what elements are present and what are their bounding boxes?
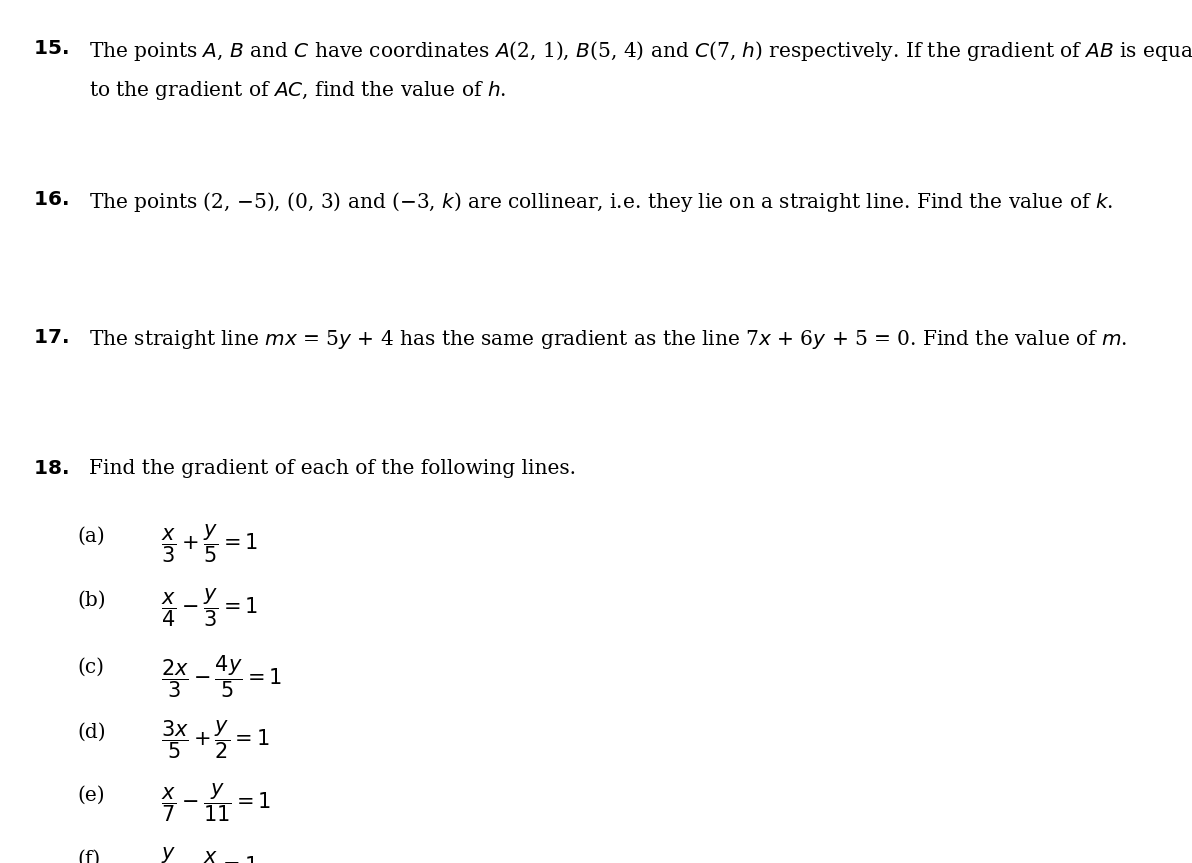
Text: $\mathbf{17.}$: $\mathbf{17.}$ bbox=[33, 328, 69, 347]
Text: (d): (d) bbox=[77, 722, 106, 741]
Text: $\mathbf{15.}$: $\mathbf{15.}$ bbox=[33, 39, 69, 58]
Text: The straight line $mx$ = 5$y$ + 4 has the same gradient as the line 7$x$ + 6$y$ : The straight line $mx$ = 5$y$ + 4 has th… bbox=[89, 328, 1128, 351]
Text: The points (2, $-$5), (0, 3) and ($-$3, $k$) are collinear, i.e. they lie on a s: The points (2, $-$5), (0, 3) and ($-$3, … bbox=[89, 190, 1113, 214]
Text: (e): (e) bbox=[77, 785, 105, 804]
Text: (a): (a) bbox=[77, 526, 105, 545]
Text: $\dfrac{x}{4}-\dfrac{y}{3}=1$: $\dfrac{x}{4}-\dfrac{y}{3}=1$ bbox=[161, 587, 257, 629]
Text: Find the gradient of each of the following lines.: Find the gradient of each of the followi… bbox=[89, 459, 577, 478]
Text: (c): (c) bbox=[77, 658, 105, 677]
Text: $\dfrac{3x}{5}+\dfrac{y}{2}=1$: $\dfrac{3x}{5}+\dfrac{y}{2}=1$ bbox=[161, 718, 269, 760]
Text: $\mathbf{18.}$: $\mathbf{18.}$ bbox=[33, 459, 69, 478]
Text: $\dfrac{y}{2}-\dfrac{x}{5}=1$: $\dfrac{y}{2}-\dfrac{x}{5}=1$ bbox=[161, 846, 257, 863]
Text: (b): (b) bbox=[77, 591, 106, 610]
Text: $\dfrac{2x}{3}-\dfrac{4y}{5}=1$: $\dfrac{2x}{3}-\dfrac{4y}{5}=1$ bbox=[161, 653, 283, 700]
Text: $\dfrac{x}{7}-\dfrac{y}{11}=1$: $\dfrac{x}{7}-\dfrac{y}{11}=1$ bbox=[161, 781, 271, 823]
Text: to the gradient of $AC$, find the value of $h$.: to the gradient of $AC$, find the value … bbox=[89, 79, 507, 103]
Text: (f): (f) bbox=[77, 850, 101, 863]
Text: $\dfrac{x}{3}+\dfrac{y}{5}=1$: $\dfrac{x}{3}+\dfrac{y}{5}=1$ bbox=[161, 522, 257, 564]
Text: The points $A$, $B$ and $C$ have coordinates $A$(2, 1), $B$(5, 4) and $C$(7, $h$: The points $A$, $B$ and $C$ have coordin… bbox=[89, 39, 1192, 63]
Text: $\mathbf{16.}$: $\mathbf{16.}$ bbox=[33, 190, 69, 209]
